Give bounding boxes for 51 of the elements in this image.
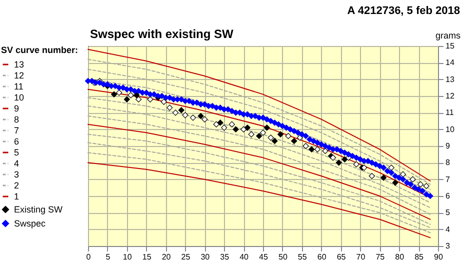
y-tick-label: 6 [446, 192, 450, 200]
y-tick-label: 4 [446, 224, 450, 234]
x-tick-label: 90 [434, 252, 444, 262]
x-tick-label: 30 [200, 252, 210, 262]
y-tick-label: 3 [446, 242, 450, 250]
x-tick-label: 75 [376, 252, 386, 262]
y-tick-label: 5 [446, 208, 450, 218]
x-tick-label: 70 [356, 252, 366, 262]
x-tick-label: 10 [122, 252, 132, 262]
legend-label: 3 [14, 170, 20, 180]
legend-label: 5 [14, 148, 20, 158]
legend-label: 11 [14, 82, 24, 92]
y-tick-label: 11 [446, 108, 454, 118]
y-axis-title: grams [435, 30, 461, 40]
x-tick-label: 35 [220, 252, 230, 262]
legend-label: 13 [14, 60, 24, 70]
x-tick-label: 5 [106, 252, 111, 262]
x-tick-label: 50 [278, 252, 288, 262]
x-tick-label: 60 [317, 252, 327, 262]
legend-label: Existing SW [14, 204, 64, 214]
x-tick-label: 45 [259, 252, 268, 262]
legend-label: 8 [14, 114, 20, 124]
legend-label: 10 [14, 92, 24, 102]
x-tick-label: 25 [181, 252, 191, 262]
legend-label: Swspec [14, 218, 46, 228]
y-tick-label: 9 [446, 142, 450, 150]
x-tick-label: 0 [86, 252, 92, 262]
x-tick-label: 20 [162, 252, 172, 262]
legend-label: 4 [14, 158, 20, 168]
y-tick-label: 7 [446, 174, 450, 184]
y-tick-label: 10 [446, 124, 455, 134]
x-tick-label: 65 [336, 252, 346, 262]
legend-label: 1 [14, 192, 20, 202]
y-tick-label: 8 [446, 158, 450, 168]
y-tick-label: 15 [446, 42, 455, 50]
y-tick-label: 14 [446, 58, 455, 68]
chart-title: Swspec with existing SW [90, 27, 234, 41]
legend-label: 2 [14, 180, 20, 190]
y-tick-label: 13 [446, 74, 455, 84]
legend-label: 9 [14, 104, 20, 114]
y-tick-label: 12 [446, 92, 455, 100]
legend-label: 7 [14, 126, 20, 136]
x-tick-label: 15 [142, 252, 152, 262]
legend-title: SV curve number: [1, 45, 78, 55]
x-tick-label: 80 [395, 252, 405, 262]
text: A 4212736, 5 feb 2018 [347, 5, 460, 17]
x-tick-label: 85 [414, 252, 424, 262]
x-tick-label: 55 [298, 252, 308, 262]
legend-label: 6 [14, 136, 20, 146]
legend-label: 12 [14, 70, 24, 80]
x-tick-label: 40 [240, 252, 250, 262]
